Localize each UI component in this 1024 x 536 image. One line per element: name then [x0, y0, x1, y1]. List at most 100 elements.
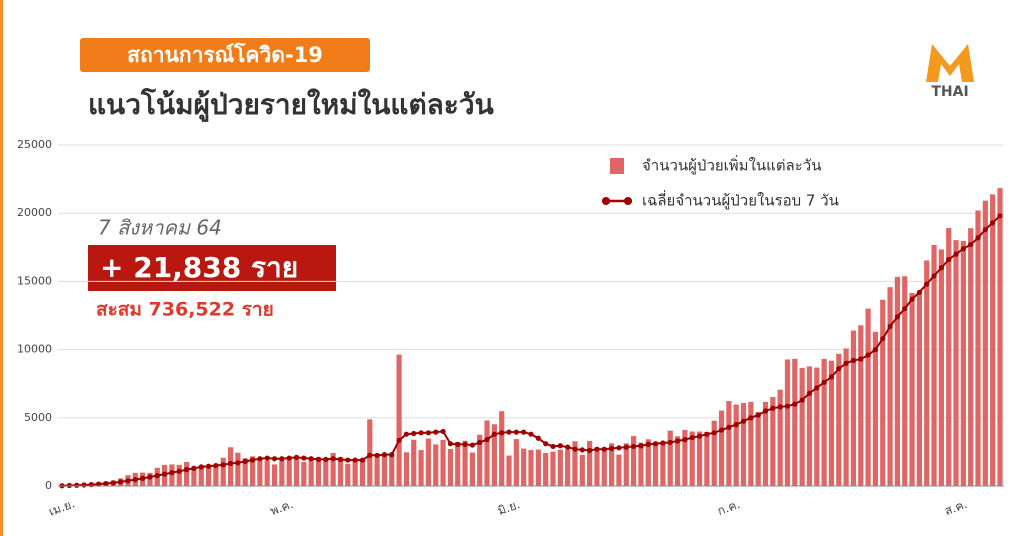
avg-marker — [689, 434, 695, 441]
bar — [894, 276, 901, 486]
bar — [227, 447, 234, 486]
bar — [858, 325, 864, 486]
bar — [924, 260, 930, 486]
avg-marker — [740, 418, 747, 424]
avg-marker — [821, 379, 827, 385]
bar — [491, 424, 497, 486]
avg-marker — [183, 467, 190, 473]
bar — [411, 439, 417, 486]
legend-label: จำนวนผู้ป่วยเพิ่มในแต่ละวัน — [642, 155, 821, 175]
avg-marker — [469, 442, 475, 448]
bar — [968, 228, 974, 486]
avg-marker — [198, 464, 204, 470]
avg-marker — [792, 401, 798, 407]
avg-marker — [462, 441, 468, 447]
avg-marker — [411, 430, 417, 437]
avg-marker — [242, 458, 248, 465]
avg-marker — [484, 437, 490, 443]
avg-marker — [557, 443, 563, 449]
avg-marker — [953, 251, 959, 257]
avg-marker — [191, 465, 197, 471]
legend-swatch — [610, 158, 624, 174]
avg-marker — [352, 457, 358, 463]
bar — [579, 454, 585, 486]
avg-marker — [667, 439, 673, 445]
bar — [455, 441, 461, 486]
x-tick-label: ส.ค. — [943, 497, 969, 518]
bar — [850, 330, 857, 486]
bar — [535, 449, 541, 486]
avg-marker — [718, 427, 725, 433]
bar — [220, 457, 226, 486]
edge-strip — [0, 0, 3, 536]
avg-marker — [799, 397, 805, 403]
bar — [601, 449, 607, 486]
bar — [477, 434, 483, 486]
avg-marker — [374, 452, 380, 458]
avg-marker — [220, 462, 226, 468]
avg-marker — [323, 456, 329, 463]
chart-title: แนวโน้มผู้ป่วยรายใหม่ในแต่ละวัน — [88, 87, 494, 122]
avg-marker — [293, 454, 300, 460]
bar — [733, 404, 739, 486]
bar — [257, 458, 263, 486]
bar — [279, 460, 285, 486]
avg-marker — [836, 366, 842, 372]
bar — [205, 466, 212, 486]
bar — [271, 464, 278, 486]
bar — [557, 449, 563, 486]
avg-marker — [513, 429, 519, 435]
avg-marker — [235, 460, 241, 466]
avg-marker — [924, 281, 930, 287]
avg-marker — [770, 405, 776, 411]
bar — [887, 287, 893, 486]
legend-marker — [602, 197, 610, 205]
avg-marker — [440, 428, 446, 435]
bar — [191, 467, 197, 486]
avg-marker — [264, 455, 270, 461]
bar — [433, 444, 439, 486]
avg-marker — [704, 431, 710, 437]
bar — [484, 420, 490, 486]
bar — [345, 463, 351, 486]
avg-marker — [902, 306, 908, 312]
bar — [521, 448, 527, 486]
avg-marker — [909, 296, 915, 302]
bar — [550, 451, 556, 486]
bar — [836, 353, 842, 486]
bar — [513, 439, 519, 486]
bar — [696, 431, 703, 486]
bar — [784, 359, 791, 486]
avg-marker — [205, 463, 212, 469]
bar — [953, 240, 959, 486]
bar — [828, 360, 835, 486]
avg-marker — [777, 404, 783, 410]
avg-marker — [367, 452, 373, 458]
y-tick-label: 0 — [45, 479, 52, 492]
bar — [770, 397, 776, 486]
bar — [330, 453, 336, 486]
bar — [821, 358, 827, 486]
bar — [594, 447, 600, 486]
avg-marker — [872, 347, 879, 353]
avg-marker — [850, 357, 857, 364]
bar — [323, 458, 329, 486]
bar — [711, 420, 717, 486]
bar — [396, 354, 402, 486]
avg-marker — [535, 435, 541, 441]
bar — [975, 210, 981, 487]
avg-marker — [455, 441, 461, 447]
avg-marker — [843, 360, 849, 366]
bar — [425, 438, 432, 486]
avg-marker — [433, 429, 439, 435]
avg-marker — [975, 235, 981, 241]
bar — [630, 435, 637, 486]
avg-marker — [784, 403, 791, 409]
logo-mark — [926, 44, 974, 82]
badge-box — [80, 38, 370, 72]
bar — [997, 188, 1003, 486]
bar — [674, 436, 681, 486]
bar — [843, 348, 849, 486]
avg-marker — [418, 430, 424, 436]
avg-marker — [601, 446, 607, 452]
